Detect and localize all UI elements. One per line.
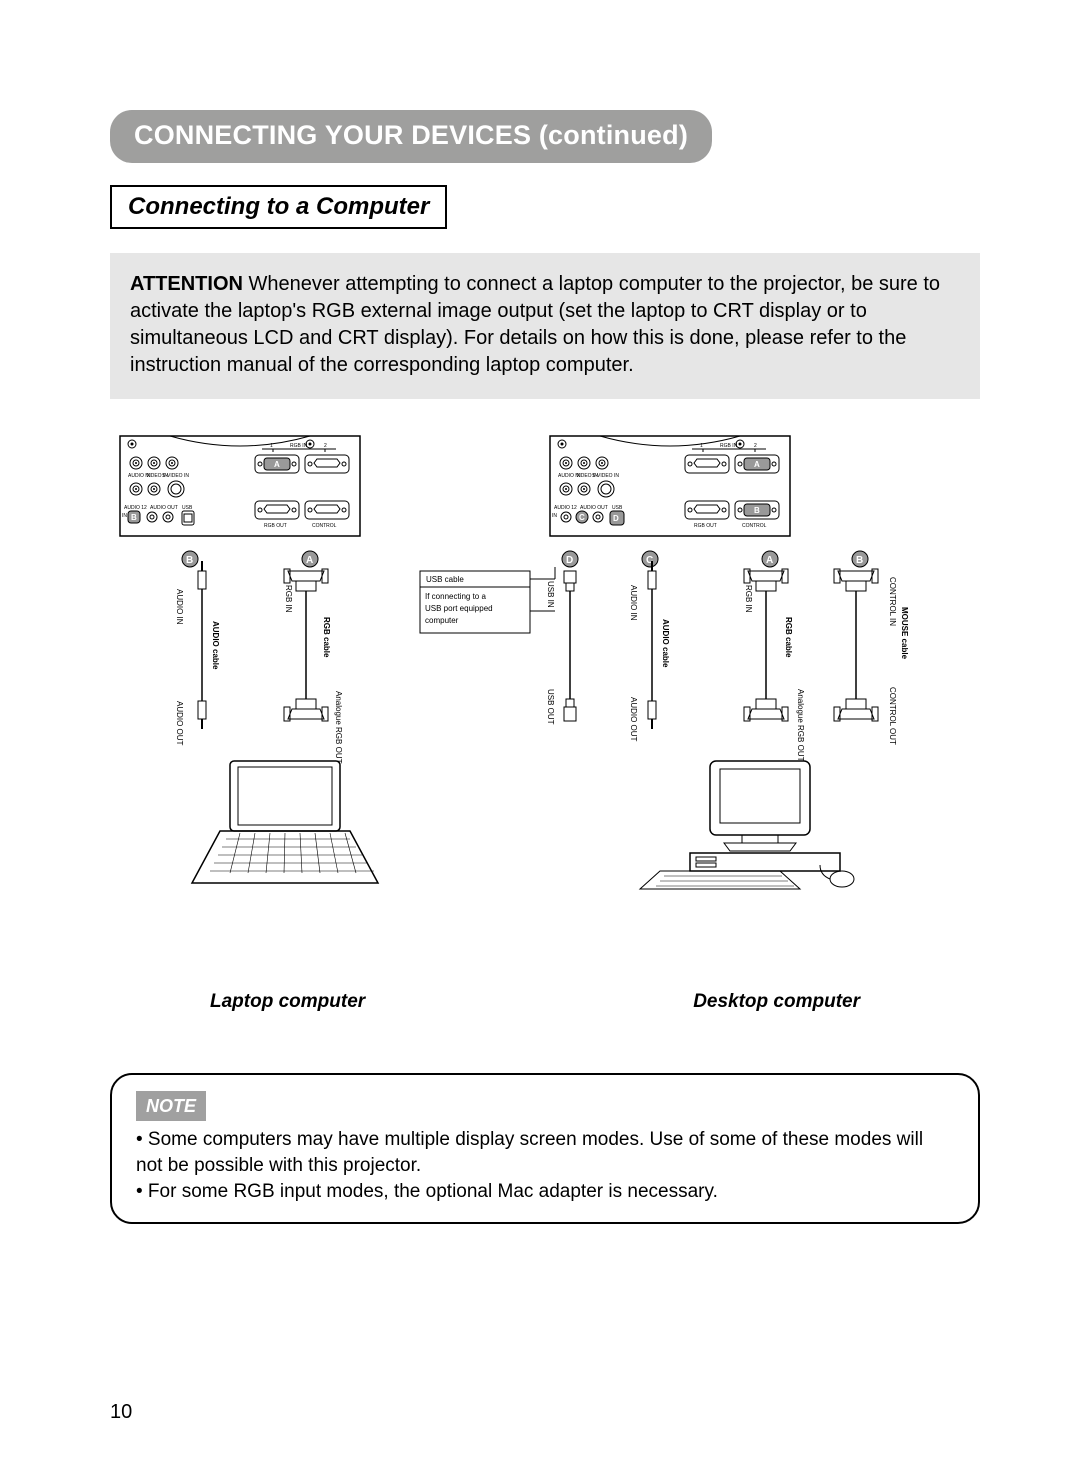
svg-text:D: D — [613, 514, 619, 523]
svg-text:IN: IN — [552, 513, 557, 519]
svg-text:CONTROL: CONTROL — [742, 523, 767, 529]
svg-text:2: 2 — [144, 505, 147, 511]
svg-text:computer: computer — [425, 616, 459, 625]
svg-text:AUDIO cable: AUDIO cable — [211, 621, 220, 670]
attention-label: ATTENTION — [130, 273, 243, 295]
attention-box: ATTENTION Whenever attempting to connect… — [110, 253, 980, 399]
svg-text:USB IN: USB IN — [546, 581, 555, 608]
svg-text:CONTROL: CONTROL — [312, 523, 337, 529]
svg-text:A: A — [766, 555, 773, 566]
svg-text:AUDIO IN: AUDIO IN — [629, 585, 638, 621]
svg-text:CONTROL IN: CONTROL IN — [888, 577, 897, 626]
svg-text:AUDIO OUT: AUDIO OUT — [150, 505, 178, 511]
attention-body: Whenever attempting to connect a laptop … — [130, 273, 940, 376]
svg-text:AUDIO OUT: AUDIO OUT — [175, 701, 184, 746]
svg-text:RGB cable: RGB cable — [784, 617, 793, 658]
svg-text:AUDIO cable: AUDIO cable — [661, 619, 670, 668]
note-label: NOTE — [136, 1091, 206, 1121]
caption-laptop: Laptop computer — [210, 991, 365, 1013]
svg-text:A: A — [306, 555, 313, 566]
svg-text:USB cable: USB cable — [426, 575, 464, 584]
svg-text:AUDIO 1: AUDIO 1 — [124, 505, 144, 511]
svg-text:A: A — [754, 460, 760, 469]
note-bullet-2: • For some RGB input modes, the optional… — [136, 1179, 954, 1205]
svg-text:B: B — [754, 506, 760, 515]
svg-text:1: 1 — [270, 443, 273, 449]
note-box: NOTE • Some computers may have multiple … — [110, 1073, 980, 1224]
svg-text:USB port equipped: USB port equipped — [425, 604, 493, 613]
subsection-title: Connecting to a Computer — [110, 185, 447, 229]
svg-text:AUDIO 1: AUDIO 1 — [554, 505, 574, 511]
page-number: 10 — [110, 1401, 132, 1424]
svg-text:RGB cable: RGB cable — [322, 617, 331, 658]
caption-desktop: Desktop computer — [693, 991, 860, 1013]
svg-text:If connecting to a: If connecting to a — [425, 592, 486, 601]
svg-text:S-VIDEO IN: S-VIDEO IN — [592, 473, 619, 479]
svg-text:AUDIO OUT: AUDIO OUT — [629, 697, 638, 742]
svg-text:Analogue RGB OUT: Analogue RGB OUT — [796, 689, 805, 762]
svg-text:CONTROL OUT: CONTROL OUT — [888, 687, 897, 745]
svg-text:2: 2 — [574, 505, 577, 511]
note-bullet-1: • Some computers may have multiple displ… — [136, 1127, 954, 1178]
connection-diagram: AUDIO IN VIDEO IN S-VIDEO IN AUDIO 1 2 A… — [110, 431, 980, 941]
svg-text:RGB OUT: RGB OUT — [694, 523, 717, 529]
svg-text:AUDIO OUT: AUDIO OUT — [580, 505, 608, 511]
svg-text:B: B — [131, 513, 137, 522]
svg-text:MOUSE cable: MOUSE cable — [900, 607, 909, 660]
svg-text:RGB IN: RGB IN — [720, 443, 738, 449]
svg-text:D: D — [566, 555, 573, 566]
svg-text:RGB OUT: RGB OUT — [264, 523, 287, 529]
svg-text:USB OUT: USB OUT — [546, 689, 555, 725]
svg-text:Analogue RGB OUT: Analogue RGB OUT — [334, 691, 343, 764]
svg-text:S-VIDEO IN: S-VIDEO IN — [162, 473, 189, 479]
svg-text:B: B — [186, 555, 193, 566]
svg-text:RGB IN: RGB IN — [290, 443, 308, 449]
svg-text:AUDIO IN: AUDIO IN — [175, 589, 184, 625]
svg-text:2: 2 — [324, 443, 327, 449]
svg-text:A: A — [274, 460, 280, 469]
svg-text:RGB IN: RGB IN — [284, 585, 293, 613]
section-title-pill: CONNECTING YOUR DEVICES (continued) — [110, 110, 712, 163]
svg-text:B: B — [856, 555, 863, 566]
svg-text:2: 2 — [754, 443, 757, 449]
svg-text:C: C — [579, 513, 585, 522]
svg-text:1: 1 — [700, 443, 703, 449]
diagram-captions: Laptop computer Desktop computer — [110, 991, 980, 1013]
svg-text:USB: USB — [182, 505, 193, 511]
svg-text:USB: USB — [612, 505, 623, 511]
svg-text:IN: IN — [122, 513, 127, 519]
svg-text:RGB IN: RGB IN — [744, 585, 753, 613]
